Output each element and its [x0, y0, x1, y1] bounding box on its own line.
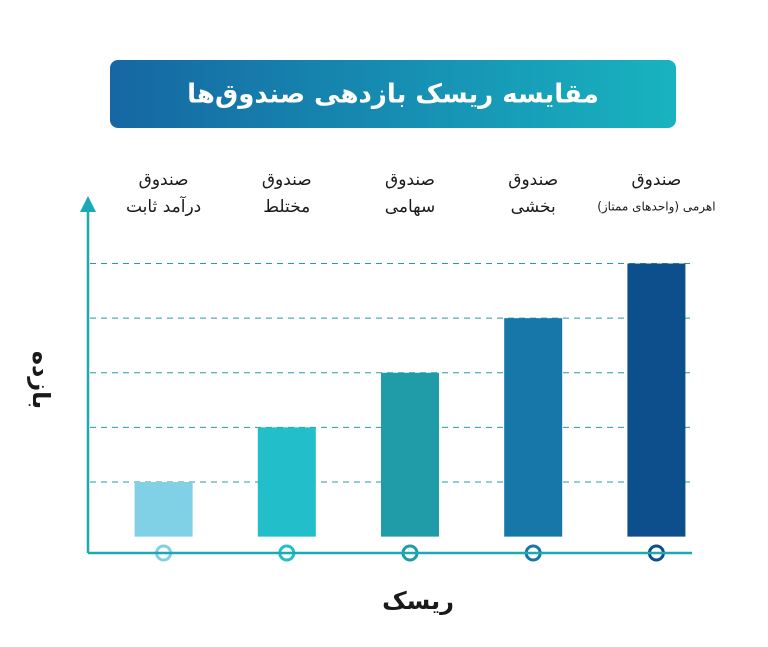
x-tick-label: بخشی [511, 197, 556, 217]
bar [134, 482, 193, 537]
x-tick-label: صندوق [508, 170, 558, 190]
x-tick-label: مختلط [263, 197, 310, 217]
x-tick-label: صندوق [385, 170, 435, 190]
x-tick-label: صندوق [139, 170, 189, 190]
bar [627, 263, 686, 537]
plot: صندوق درآمد ثابت صندوق مختلط صندوق سهامی صندوق… [90, 170, 716, 562]
bar [381, 372, 439, 537]
x-tick-label: سهامی [385, 197, 436, 217]
chart-title: مقایسه ریسک بازدهی صندوق‌ها [187, 80, 599, 110]
y-axis-label: بازده [27, 351, 55, 409]
title-box [110, 60, 676, 128]
bar [504, 318, 563, 537]
x-axis-label: ریسک [382, 587, 454, 615]
x-tick-label: صندوق [631, 170, 681, 190]
bar [257, 427, 316, 537]
x-tick-label: اهرمی (واحدهای ممتاز) [597, 200, 715, 215]
y-axis-arrow [80, 196, 96, 212]
x-tick-label: صندوق [262, 170, 312, 190]
x-tick-label: درآمد ثابت [126, 195, 201, 217]
